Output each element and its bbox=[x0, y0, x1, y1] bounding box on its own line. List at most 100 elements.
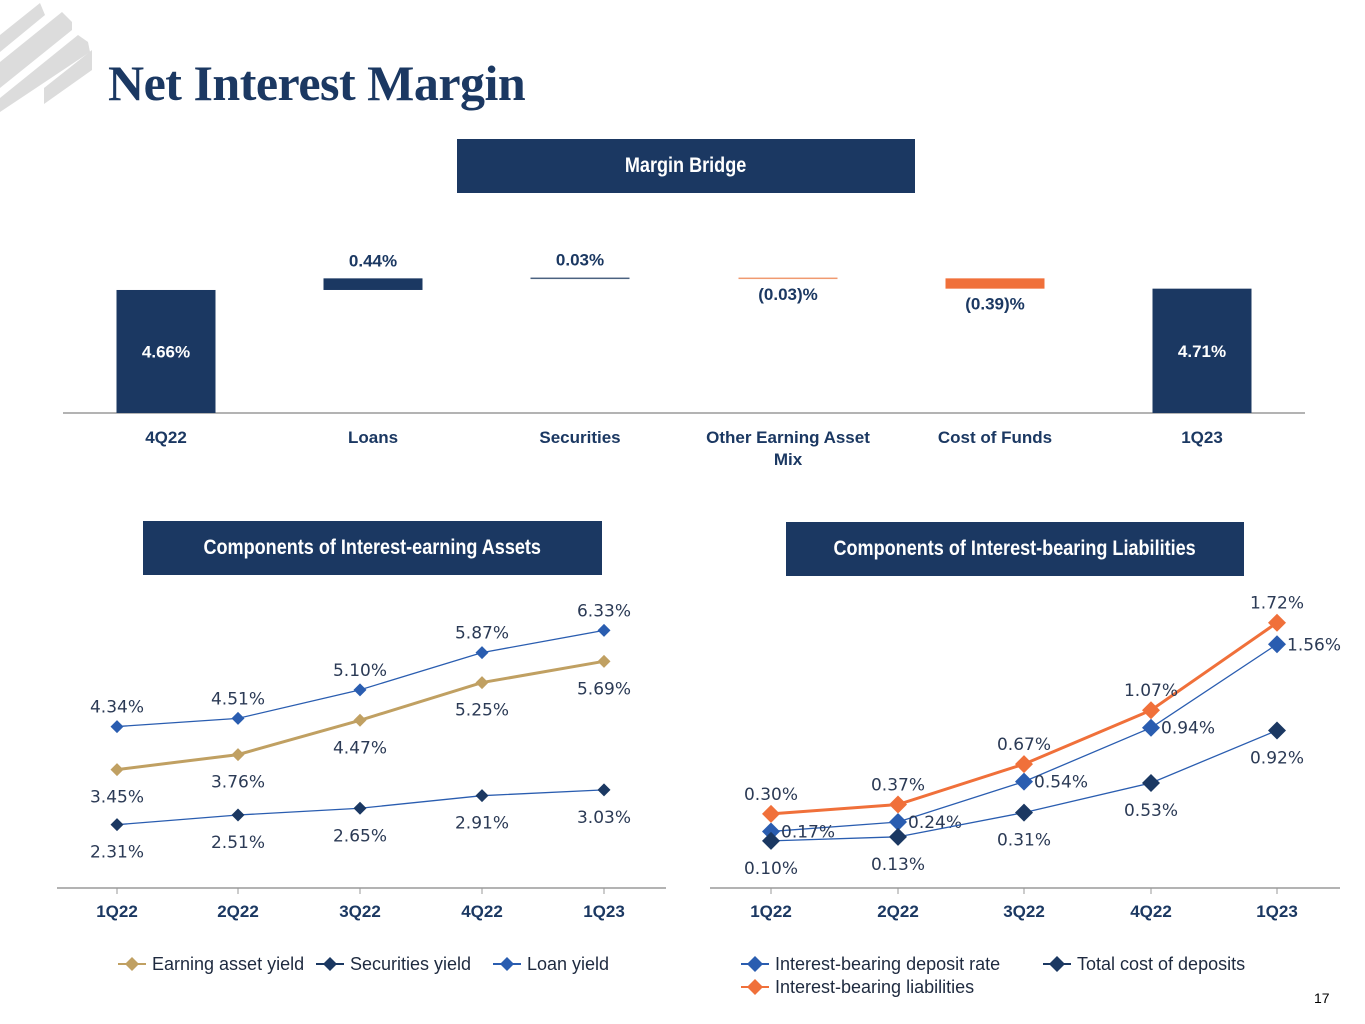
waterfall-value-label: 4.66% bbox=[142, 342, 190, 361]
liabilities-interest-bearing-liabilities-data-label: 0.30% bbox=[744, 785, 798, 805]
waterfall-category-label: Other Earning Asset bbox=[706, 428, 870, 447]
liabilities-interest-bearing-liabilities-data-label: 0.37% bbox=[871, 776, 925, 796]
liabilities-header-text: Components of Interest-bearing Liabiliti… bbox=[833, 537, 1197, 560]
assets-earning-asset-yield-point bbox=[597, 654, 611, 668]
assets-earning-asset-yield-point bbox=[110, 763, 124, 777]
liabilities-interest-bearing-deposit-rate-data-label: 0.24% bbox=[908, 813, 962, 833]
liabilities-interest-bearing-liabilities-data-label: 1.07% bbox=[1124, 681, 1178, 701]
assets-securities-yield-point bbox=[110, 818, 124, 832]
assets-loan-yield-point bbox=[475, 646, 489, 660]
liabilities-interest-bearing-liabilities-point bbox=[1142, 701, 1160, 720]
liabilities-interest-bearing-deposit-rate-point bbox=[1142, 718, 1160, 737]
striped-logo-icon bbox=[0, 3, 92, 112]
liabilities-interest-bearing-deposit-rate-data-label: 0.94% bbox=[1161, 719, 1215, 739]
page-number: 17 bbox=[1314, 990, 1330, 1006]
liabilities-header: Components of Interest-bearing Liabiliti… bbox=[786, 522, 1244, 576]
legend-interest-bearing-liabilities-swatch-icon bbox=[747, 979, 763, 995]
legend-earning-asset-yield-label: Earning asset yield bbox=[152, 954, 304, 974]
assets-loan-yield-point bbox=[110, 720, 124, 734]
margin-bridge-header: Margin Bridge bbox=[457, 139, 915, 193]
assets-loan-yield-point bbox=[597, 623, 611, 637]
assets-earning-asset-yield-point bbox=[475, 676, 489, 690]
legend-interest-bearing-deposit-rate-swatch-icon bbox=[747, 956, 763, 972]
assets-earning-asset-yield-data-label: 5.25% bbox=[455, 701, 509, 721]
liabilities-total-cost-of-deposits-point bbox=[889, 827, 907, 846]
legend-interest-bearing-liabilities-label: Interest-bearing liabilities bbox=[775, 977, 974, 997]
liabilities-interest-bearing-liabilities-point bbox=[889, 795, 907, 814]
assets-earning-asset-yield-data-label: 4.47% bbox=[333, 738, 387, 758]
liabilities-interest-bearing-deposit-rate-data-label: 0.17% bbox=[781, 822, 835, 842]
waterfall-value-label: (0.39)% bbox=[965, 295, 1025, 314]
assets-x-tick-label: 1Q23 bbox=[583, 902, 625, 921]
liabilities-total-cost-of-deposits-data-label: 0.10% bbox=[744, 859, 798, 879]
liabilities-total-cost-of-deposits-point bbox=[762, 831, 780, 850]
assets-securities-yield-data-label: 2.65% bbox=[333, 826, 387, 846]
assets-securities-yield-point bbox=[597, 783, 611, 797]
liabilities-interest-bearing-liabilities-point bbox=[1015, 755, 1033, 774]
liabilities-total-cost-of-deposits-point bbox=[1142, 773, 1160, 792]
assets-x-tick-label: 2Q22 bbox=[217, 902, 259, 921]
liabilities-x-tick-label: 2Q22 bbox=[877, 902, 919, 921]
waterfall-category-label: Loans bbox=[348, 428, 398, 447]
liabilities-interest-bearing-deposit-rate-point bbox=[889, 813, 907, 832]
liabilities-interest-bearing-deposit-rate-point bbox=[1268, 635, 1286, 654]
assets-securities-yield-data-label: 3.03% bbox=[577, 808, 631, 828]
liabilities-interest-bearing-deposit-rate-point bbox=[1015, 772, 1033, 791]
liabilities-x-tick-label: 1Q22 bbox=[750, 902, 792, 921]
liabilities-total-cost-of-deposits-point bbox=[1268, 721, 1286, 740]
assets-header-text: Components of Interest-earning Assets bbox=[203, 536, 542, 559]
liabilities-total-cost-of-deposits-data-label: 0.53% bbox=[1124, 801, 1178, 821]
waterfall-category-label: 4Q22 bbox=[145, 428, 187, 447]
assets-earning-asset-yield-data-label: 5.69% bbox=[577, 679, 631, 699]
waterfall-bar-cost-of-funds bbox=[945, 278, 1045, 289]
waterfall-value-label: 0.44% bbox=[349, 251, 397, 270]
assets-securities-yield-point bbox=[353, 801, 367, 815]
legend-loan-yield-swatch-icon bbox=[500, 957, 514, 971]
assets-loan-yield-data-label: 5.10% bbox=[333, 661, 387, 681]
liabilities-total-cost-of-deposits-data-label: 0.13% bbox=[871, 855, 925, 875]
assets-loan-yield-point bbox=[231, 711, 245, 725]
assets-header: Components of Interest-earning Assets bbox=[143, 521, 602, 575]
liabilities-interest-bearing-liabilities-point bbox=[762, 804, 780, 823]
legend-securities-yield-swatch-icon bbox=[323, 957, 337, 971]
liabilities-x-tick-label: 1Q23 bbox=[1256, 902, 1298, 921]
assets-securities-yield-data-label: 2.31% bbox=[90, 843, 144, 863]
legend-loan-yield-label: Loan yield bbox=[527, 954, 609, 974]
waterfall-bar-securities bbox=[530, 277, 630, 280]
waterfall-bar-other-earning-asset-mix bbox=[738, 277, 838, 280]
waterfall-value-label: (0.03)% bbox=[758, 285, 818, 304]
waterfall-value-label: 0.03% bbox=[556, 251, 604, 270]
assets-x-tick-label: 1Q22 bbox=[96, 902, 138, 921]
assets-earning-asset-yield-point bbox=[231, 748, 245, 762]
assets-earning-asset-yield-data-label: 3.76% bbox=[211, 773, 265, 793]
liabilities-interest-bearing-deposit-rate-data-label: 0.54% bbox=[1034, 773, 1088, 793]
assets-securities-yield-data-label: 2.51% bbox=[211, 833, 265, 853]
waterfall-category-label: 1Q23 bbox=[1181, 428, 1223, 447]
assets-loan-yield-point bbox=[353, 683, 367, 697]
assets-securities-yield-data-label: 2.91% bbox=[455, 814, 509, 834]
waterfall-bar-loans bbox=[323, 278, 423, 290]
liabilities-interest-bearing-liabilities-point bbox=[1268, 613, 1286, 632]
liabilities-interest-bearing-deposit-rate-point bbox=[762, 822, 780, 841]
assets-x-tick-label: 4Q22 bbox=[461, 902, 503, 921]
assets-loan-yield-data-label: 5.87% bbox=[455, 624, 509, 644]
assets-loan-yield-data-label: 4.51% bbox=[211, 689, 265, 709]
liabilities-x-tick-label: 4Q22 bbox=[1130, 902, 1172, 921]
assets-securities-yield-point bbox=[475, 789, 489, 803]
assets-x-tick-label: 3Q22 bbox=[339, 902, 381, 921]
assets-earning-asset-yield-point bbox=[353, 713, 367, 727]
liabilities-interest-bearing-liabilities-data-label: 0.67% bbox=[997, 735, 1051, 755]
legend-securities-yield-label: Securities yield bbox=[350, 954, 471, 974]
waterfall-category-label: Cost of Funds bbox=[938, 428, 1052, 447]
margin-bridge-header-text: Margin Bridge bbox=[625, 154, 747, 177]
legend-interest-bearing-deposit-rate-label: Interest-bearing deposit rate bbox=[775, 954, 1000, 974]
liabilities-total-cost-of-deposits-data-label: 0.31% bbox=[997, 831, 1051, 851]
assets-securities-yield-point bbox=[231, 808, 245, 822]
liabilities-interest-bearing-liabilities-data-label: 1.72% bbox=[1250, 594, 1304, 614]
liabilities-x-tick-label: 3Q22 bbox=[1003, 902, 1045, 921]
legend-total-cost-of-deposits-swatch-icon bbox=[1049, 956, 1065, 972]
page-title: Net Interest Margin bbox=[108, 55, 526, 111]
assets-loan-yield-data-label: 6.33% bbox=[577, 601, 631, 621]
waterfall-bar-4q22 bbox=[116, 289, 216, 413]
